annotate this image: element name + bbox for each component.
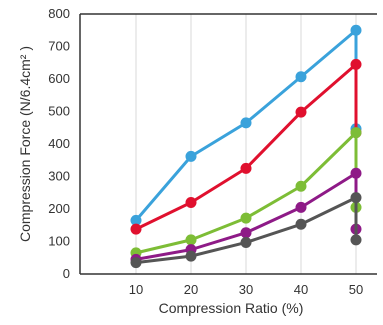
data-point xyxy=(240,236,252,248)
data-point xyxy=(240,162,252,174)
data-point xyxy=(350,24,362,36)
series-layer xyxy=(130,24,362,269)
data-point xyxy=(295,71,307,83)
series-line xyxy=(134,28,358,222)
data-point xyxy=(350,127,362,139)
y-axis-title: Compression Force (N/6.4cm² ) xyxy=(17,46,33,242)
data-point xyxy=(130,257,142,269)
data-point xyxy=(185,197,197,208)
release-point xyxy=(350,234,362,246)
data-point xyxy=(185,150,197,162)
data-point xyxy=(240,117,252,129)
series-line xyxy=(135,131,358,255)
y-tick-label: 0 xyxy=(63,266,70,281)
y-tick-labels: 0 100 200 300 400 500 600 700 800 xyxy=(48,6,70,281)
x-tick-label: 20 xyxy=(184,282,198,297)
x-axis-title: Compression Ratio (%) xyxy=(159,300,304,316)
data-point xyxy=(295,218,307,230)
series-line xyxy=(135,196,358,265)
data-point xyxy=(185,250,197,262)
y-tick-label: 100 xyxy=(48,234,70,249)
x-tick-label: 40 xyxy=(294,282,308,297)
x-tick-label: 30 xyxy=(239,282,253,297)
y-tick-label: 500 xyxy=(48,104,70,119)
x-tick-label: 10 xyxy=(129,282,143,297)
series-5 xyxy=(130,192,362,269)
data-point xyxy=(185,234,197,246)
data-point xyxy=(295,180,307,192)
x-tick-labels: 10 20 30 40 50 xyxy=(129,282,363,297)
y-tick-label: 800 xyxy=(48,6,70,21)
data-point xyxy=(240,212,252,224)
data-point xyxy=(350,192,362,204)
series-line xyxy=(135,62,358,231)
series-line xyxy=(135,171,358,261)
x-tick-label: 50 xyxy=(349,282,363,297)
data-point xyxy=(240,227,252,239)
y-tick-label: 700 xyxy=(48,39,70,54)
axis-layer xyxy=(79,13,377,275)
data-point xyxy=(350,167,362,179)
data-point xyxy=(130,223,142,235)
data-point xyxy=(295,201,307,213)
data-point xyxy=(295,106,307,118)
y-tick-label: 600 xyxy=(48,71,70,86)
y-tick-label: 200 xyxy=(48,201,70,216)
y-tick-label: 300 xyxy=(48,169,70,184)
data-point xyxy=(130,214,142,226)
y-tick-label: 400 xyxy=(48,136,70,151)
data-point xyxy=(350,58,362,70)
